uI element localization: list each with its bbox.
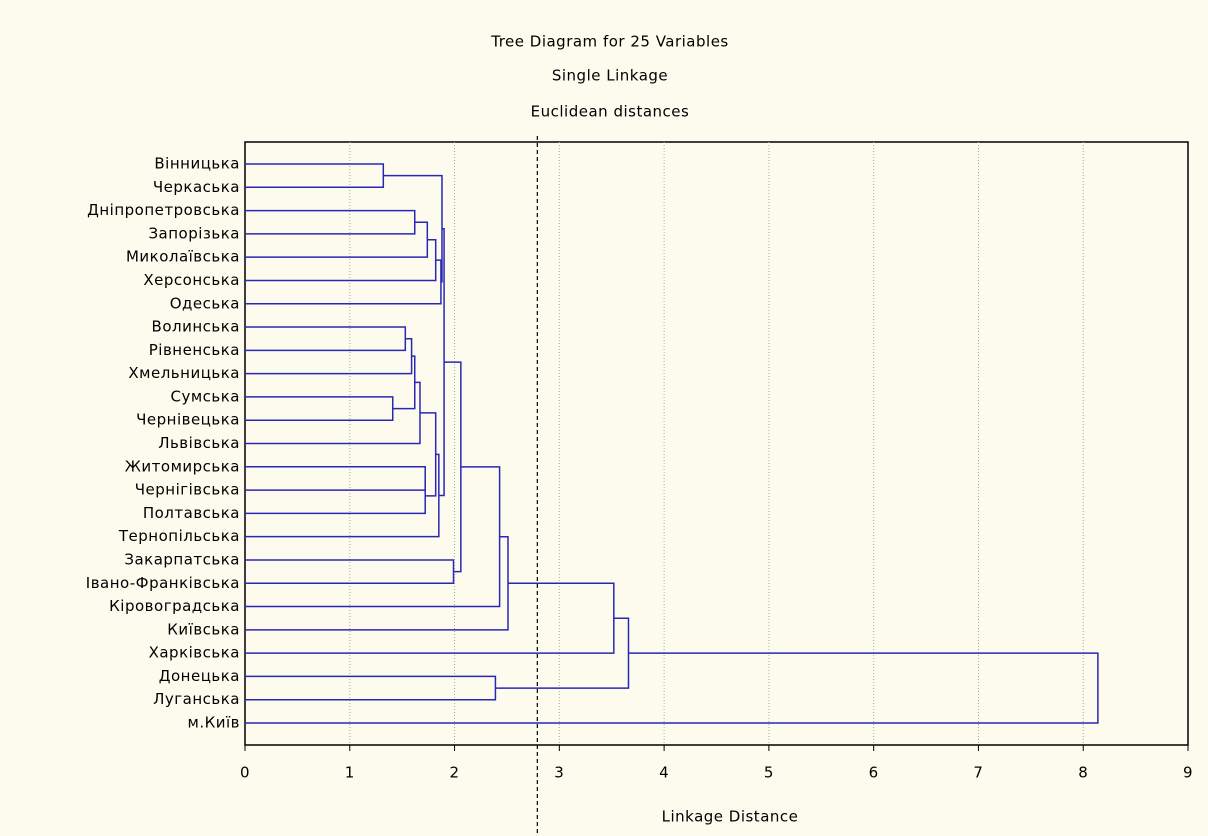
chart-subtitle: Euclidean distances xyxy=(531,103,690,121)
leaf-label: Полтавська xyxy=(143,504,240,522)
x-tick-label: 3 xyxy=(554,764,564,782)
leaf-label: Рівненська xyxy=(149,341,240,359)
leaf-label: Дніпропетровська xyxy=(87,201,240,219)
leaf-label: Івано-Франківська xyxy=(86,574,240,592)
leaf-label: Волинська xyxy=(152,318,240,336)
merge-link xyxy=(444,361,462,573)
leaf-label: Львівська xyxy=(158,434,240,452)
leaf-label: Запорізька xyxy=(148,224,240,242)
chart-subtitle: Single Linkage xyxy=(552,67,668,85)
leaf-label: Тернопільська xyxy=(118,527,240,545)
x-tick-label: 2 xyxy=(450,764,460,782)
merge-link xyxy=(245,478,426,515)
merge-link xyxy=(245,259,442,305)
leaf-label: Донецька xyxy=(159,667,240,685)
x-tick-label: 5 xyxy=(764,764,774,782)
x-tick-label: 0 xyxy=(240,764,250,782)
x-tick-label: 1 xyxy=(345,764,355,782)
x-tick-label: 8 xyxy=(1078,764,1088,782)
leaf-label: Харківська xyxy=(149,644,240,662)
x-tick-label: 4 xyxy=(659,764,669,782)
leaf-label: Закарпатська xyxy=(124,550,240,568)
leaf-label: Житомирська xyxy=(125,457,240,475)
x-tick-label: 6 xyxy=(869,764,879,782)
x-tick-label: 9 xyxy=(1183,764,1193,782)
x-tick-label: 7 xyxy=(973,764,983,782)
leaf-label: Київська xyxy=(167,620,240,638)
leaf-label: Сумська xyxy=(170,387,240,405)
leaf-label: Одеська xyxy=(170,294,240,312)
leaf-label: Миколаївська xyxy=(126,248,240,266)
merge-link xyxy=(245,652,1099,724)
leaf-label: Луганська xyxy=(153,690,240,708)
merge-link xyxy=(245,221,429,258)
leaf-label: Хмельницька xyxy=(128,364,240,382)
leaf-label: Херсонська xyxy=(143,271,240,289)
leaf-label: Черкаська xyxy=(153,178,240,196)
merge-link xyxy=(245,535,509,631)
chart-title: Tree Diagram for 25 Variables xyxy=(490,33,729,51)
leaf-label: Чернівецька xyxy=(136,411,240,429)
x-axis-label: Linkage Distance xyxy=(662,808,799,826)
leaf-label: Кіровоградська xyxy=(109,597,240,615)
leaf-label: Чернігівська xyxy=(135,481,240,499)
leaf-label: Вінницька xyxy=(154,155,240,173)
merge-link xyxy=(383,174,443,283)
leaf-label: м.Київ xyxy=(188,714,241,732)
